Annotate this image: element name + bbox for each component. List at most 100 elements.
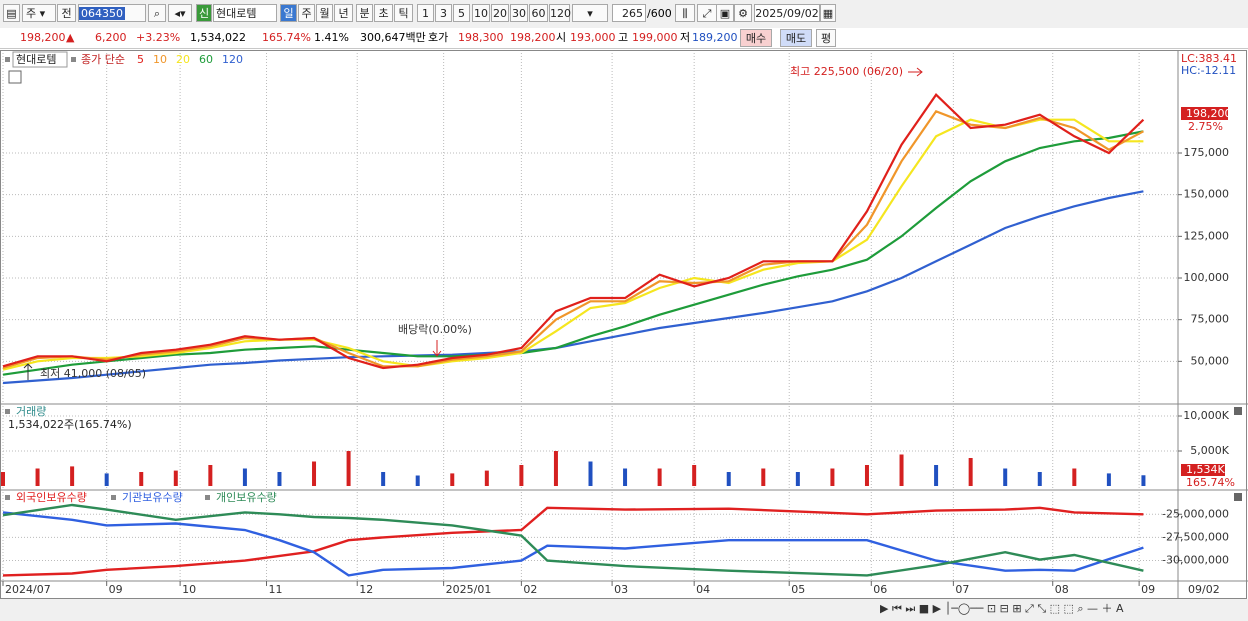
volume-bar — [139, 472, 144, 486]
low-label: 저 — [680, 31, 691, 44]
volume-bar — [1, 472, 5, 486]
volume-bar — [1106, 473, 1111, 486]
period-button[interactable]: 20 — [491, 4, 509, 22]
period-button[interactable]: 주 — [298, 4, 315, 22]
legend-entry: 5 — [137, 53, 144, 66]
period-button[interactable]: 1 — [417, 4, 434, 22]
volume-bar — [1003, 468, 1008, 486]
count[interactable]: 265 — [612, 4, 646, 22]
legend-marker — [5, 495, 10, 500]
high-label: 고 — [618, 31, 629, 44]
turnover: 1.41% — [314, 31, 349, 44]
volume-bar — [346, 451, 351, 486]
series-line — [2, 118, 1144, 371]
x-tick-label: 06 — [873, 583, 887, 596]
volume-bar — [934, 465, 939, 486]
period-button[interactable]: 60 — [529, 4, 548, 22]
buy-button[interactable]: 매수 — [740, 29, 772, 47]
x-tick-label: 08 — [1055, 583, 1069, 596]
market: 주 — [26, 7, 37, 20]
volume-bar — [1141, 475, 1146, 486]
panel-subtitle: 1,534,022주(165.74%) — [8, 418, 132, 431]
period-button[interactable]: 5 — [453, 4, 470, 22]
stock-name[interactable]: 현대로템 — [213, 4, 277, 22]
tool-icon[interactable]: ⤢ — [697, 4, 717, 22]
period-button[interactable]: 년 — [334, 4, 353, 22]
open-label: 시 — [556, 31, 567, 44]
y-tick-label: -30,000,000 — [1162, 554, 1229, 567]
panel-close[interactable] — [1234, 407, 1242, 415]
x-tick-label: 04 — [696, 583, 710, 596]
period-button[interactable]: 틱 — [394, 4, 413, 22]
annotation: 최고 225,500 (06/20) — [790, 65, 903, 78]
lc-label: LC:383.41 — [1181, 52, 1237, 65]
menu-icon[interactable]: ▤ — [3, 4, 20, 22]
sell-button[interactable]: 매도 — [780, 29, 812, 47]
y-tick-label: -25,000,000 — [1162, 507, 1229, 520]
x-tick-label: 11 — [269, 583, 283, 596]
x-tick-label: 09 — [1141, 583, 1155, 596]
annotation: 배당락(0.00%) — [398, 323, 472, 336]
tool-icon[interactable]: ▣ — [716, 4, 734, 22]
calendar-icon[interactable]: ▦ — [820, 4, 836, 22]
period-button[interactable]: 월 — [316, 4, 333, 22]
volume-bar — [277, 472, 282, 486]
code: 064350 — [79, 7, 125, 20]
table-icon[interactable] — [8, 70, 22, 84]
volume-bar — [484, 470, 489, 486]
volume-bar — [1037, 472, 1042, 486]
tool-icon[interactable]: ⫼ — [675, 4, 695, 22]
volume: 1,534,022 — [190, 31, 246, 44]
series-line — [2, 93, 1145, 370]
market-select[interactable]: 주 ▾ — [22, 4, 56, 22]
period-button[interactable]: 초 — [374, 4, 393, 22]
date[interactable]: 2025/09/02 — [754, 4, 820, 22]
volume-bar — [761, 468, 766, 486]
annotation-arrow — [432, 340, 442, 357]
toolbar: ▤ 주 ▾ 전 064350 ⌕ ◂▾ 신 현대로템 일 주 월 년 분 초 틱 1 3 5 10 2… — [0, 0, 1248, 29]
x-tick-label: 2024/07 — [5, 583, 51, 596]
last-date: 09/02 — [1188, 583, 1220, 596]
volume-bar — [623, 468, 628, 486]
search-icon[interactable]: ⌕ — [148, 4, 166, 22]
y-tick-label: 50,000 — [1191, 354, 1230, 367]
scroll-bar[interactable] — [0, 599, 1248, 621]
volume-tag-label: 1,534K — [1186, 463, 1225, 476]
y-tick-label: 5,000K — [1190, 444, 1229, 457]
dropdown[interactable]: ▾ — [572, 4, 608, 22]
series-line — [2, 190, 1144, 385]
count-max: /600 — [647, 7, 672, 20]
volume-bar — [35, 468, 40, 486]
x-tick-label: 03 — [614, 583, 628, 596]
price-tag-change: 2.75% — [1188, 120, 1223, 133]
scroll-controls[interactable]: ▶ ⏮ ⏭ ■ ▶ │─◯── ⊡ ⊟ ⊞ ⤢ ⤡ ⬚ ⬚ ⌕ — ＋ A — [880, 601, 1124, 615]
price-tag-label: 198,200 — [1186, 107, 1232, 120]
volume-bar — [70, 466, 75, 486]
open: 193,000 — [570, 31, 616, 44]
y-tick-label: 75,000 — [1191, 313, 1230, 326]
period-button[interactable]: 일 — [280, 4, 297, 22]
volume-bar — [242, 468, 247, 486]
prev-button[interactable]: 전 — [57, 4, 76, 22]
settings-icon[interactable]: ⚙ — [734, 4, 752, 22]
panel-close[interactable] — [1234, 493, 1242, 501]
rate: +3.23% — [136, 31, 181, 44]
change: 6,200 — [95, 31, 127, 44]
period-button[interactable]: 분 — [356, 4, 373, 22]
x-tick-label: 10 — [182, 583, 196, 596]
period-button[interactable]: 10 — [472, 4, 490, 22]
legend-entry: 60 — [199, 53, 213, 66]
x-tick-label: 07 — [955, 583, 969, 596]
eval-button[interactable]: 평 — [816, 29, 836, 47]
period-button[interactable]: 120 — [549, 4, 571, 22]
x-tick-label: 12 — [359, 583, 373, 596]
volume-bar — [1072, 468, 1077, 486]
period-button[interactable]: 3 — [435, 4, 452, 22]
y-tick-label: 100,000 — [1184, 271, 1230, 284]
period-button[interactable]: 30 — [510, 4, 528, 22]
sound-icon[interactable]: ◂▾ — [168, 4, 192, 22]
code-input[interactable]: 064350 — [78, 4, 146, 22]
volume-bar — [692, 465, 697, 486]
legend-box — [12, 51, 68, 68]
